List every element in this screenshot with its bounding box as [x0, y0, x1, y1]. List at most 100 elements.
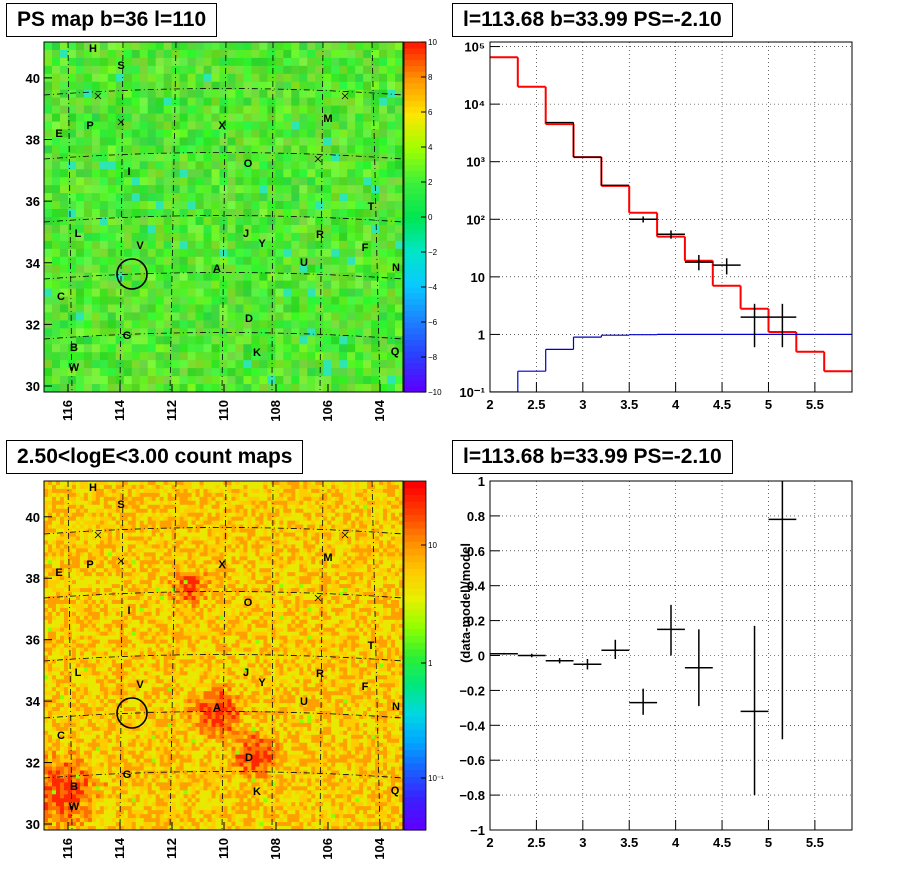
heatmap-cell	[323, 320, 332, 329]
heatmap-cell	[99, 588, 105, 593]
heatmap-cell	[67, 544, 73, 550]
heatmap-cell	[343, 564, 348, 569]
heatmap-cell	[163, 564, 169, 569]
heatmap-cell	[139, 568, 145, 573]
heatmap-cell	[203, 240, 213, 250]
heatmap-cell	[79, 481, 85, 486]
heatmap-cell	[99, 73, 109, 83]
heatmap-cell	[211, 588, 217, 593]
heatmap-cell	[115, 588, 121, 593]
heatmap-cell	[51, 584, 57, 589]
heatmap-cell	[175, 603, 181, 609]
heatmap-cell	[331, 584, 336, 589]
heatmap-cell	[363, 217, 372, 226]
heatmap-cell	[339, 580, 344, 585]
heatmap-cell	[227, 384, 237, 392]
heatmap-cell	[307, 564, 312, 569]
heatmap-cell	[263, 560, 268, 565]
heatmap-cell	[59, 97, 69, 107]
heatmap-cell	[283, 185, 292, 194]
heatmap-cell	[63, 508, 69, 514]
heatmap-cell	[139, 532, 145, 538]
heatmap-cell	[307, 368, 316, 377]
heatmap-cell	[44, 488, 49, 494]
heatmap-cell	[283, 49, 292, 59]
heatmap-cell	[187, 256, 197, 266]
heatmap-cell	[151, 504, 157, 510]
heatmap-cell	[359, 524, 364, 530]
colorbar-cell	[404, 351, 426, 358]
heatmap-cell	[367, 599, 372, 605]
heatmap-cell	[123, 280, 133, 290]
heatmap-cell	[199, 596, 205, 601]
heatmap-cell	[95, 596, 101, 601]
heatmap-cell	[219, 524, 225, 530]
heatmap-cell	[387, 137, 396, 146]
heatmap-cell	[299, 224, 308, 234]
heatmap-cell	[291, 500, 296, 506]
heatmap-cell	[339, 572, 344, 577]
heatmap-cell	[183, 580, 189, 585]
heatmap-cell	[307, 492, 312, 498]
heatmap-cell	[395, 105, 403, 115]
heatmap-cell	[107, 352, 117, 361]
heatmap-cell	[79, 540, 85, 546]
heatmap-cell	[87, 512, 93, 518]
heatmap-cell	[259, 560, 264, 565]
heatmap-cell	[79, 524, 85, 530]
heatmap-cell	[155, 280, 165, 290]
heatmap-cell	[239, 576, 245, 581]
heatmap-cell	[387, 544, 392, 550]
heatmap-cell	[143, 536, 149, 542]
heatmap-cell	[227, 264, 237, 274]
heatmap-cell	[331, 588, 336, 593]
heatmap-cell	[67, 73, 77, 83]
heatmap-cell	[107, 296, 117, 306]
heatmap-cell	[107, 540, 113, 546]
heatmap-cell	[251, 352, 260, 361]
heatmap-cell	[311, 528, 316, 534]
heatmap-cell	[263, 492, 268, 498]
heatmap-cell	[99, 592, 105, 597]
heatmap-cell	[319, 536, 324, 542]
heatmap-cell	[251, 512, 257, 518]
heatmap-cell	[179, 232, 189, 242]
heatmap-cell	[275, 113, 284, 123]
heatmap-cell	[227, 121, 237, 131]
colorbar-tick-label: −10	[428, 388, 442, 397]
heatmap-cell	[75, 500, 81, 506]
heatmap-cell	[195, 97, 205, 107]
heatmap-cell	[107, 560, 113, 565]
heatmap-cell	[223, 556, 229, 561]
heatmap-cell	[55, 508, 61, 514]
heatmap-cell	[103, 576, 109, 581]
heatmap-cell	[395, 89, 403, 99]
heatmap-cell	[179, 568, 185, 573]
heatmap-cell	[315, 564, 320, 569]
heatmap-cell	[131, 177, 141, 186]
heatmap-cell	[291, 256, 300, 266]
heatmap-cell	[255, 572, 260, 577]
heatmap-cell	[355, 89, 364, 99]
heatmap-cell	[163, 560, 169, 565]
heatmap-cell	[91, 153, 101, 162]
heatmap-cell	[343, 544, 348, 550]
heatmap-cell	[239, 496, 245, 502]
heatmap-cell	[51, 492, 57, 498]
heatmap-cell	[135, 520, 141, 526]
heatmap-cell	[231, 500, 237, 506]
heatmap-cell	[335, 548, 340, 553]
heatmap-cell	[51, 344, 61, 353]
heatmap-cell	[139, 544, 145, 550]
heatmap-cell	[363, 320, 372, 329]
heatmap-cell	[195, 484, 201, 490]
heatmap-cell	[343, 536, 348, 542]
heatmap-cell	[255, 596, 260, 601]
heatmap-cell	[375, 564, 380, 569]
heatmap-cell	[191, 516, 197, 522]
heatmap-cell	[343, 568, 348, 573]
heatmap-cell	[131, 552, 137, 557]
heatmap-cell	[243, 368, 253, 377]
heatmap-cell	[75, 224, 85, 234]
heatmap-cell	[211, 548, 217, 553]
